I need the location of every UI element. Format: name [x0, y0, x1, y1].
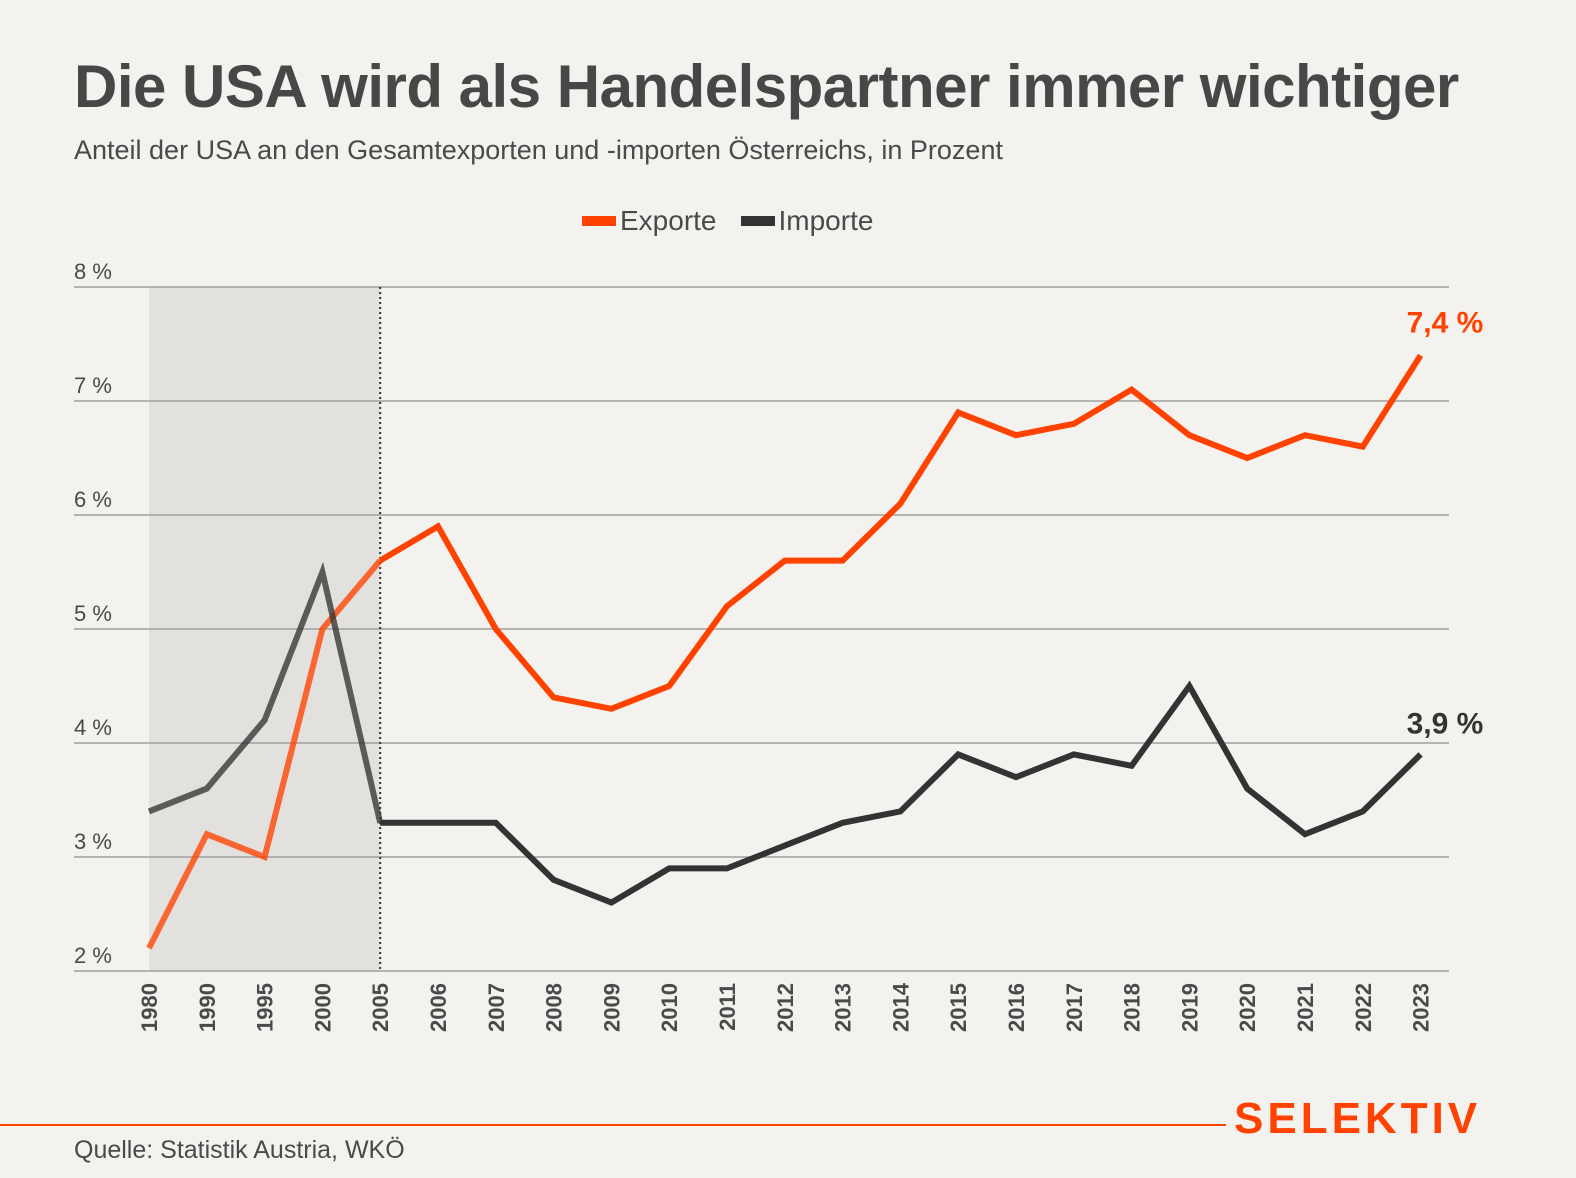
series-line-exports — [378, 353, 1424, 712]
x-tick-label: 2011 — [715, 983, 740, 1031]
brand-logo: SELEKTIV — [1234, 1094, 1482, 1143]
y-tick-label: 3 % — [74, 829, 112, 854]
source-note: Quelle: Statistik Austria, WKÖ — [74, 1136, 405, 1164]
x-tick-label: 2007 — [484, 983, 509, 1032]
x-tick-label: 2017 — [1062, 983, 1087, 1032]
end-label-imports: 3,9 % — [1407, 707, 1484, 740]
x-tick-label: 2013 — [831, 983, 856, 1032]
legend-swatch-exports — [582, 216, 616, 226]
x-tick-label: 1995 — [253, 983, 278, 1032]
y-tick-label: 5 % — [74, 601, 112, 626]
x-tick-label: 2022 — [1351, 983, 1376, 1032]
x-tick-label: 2018 — [1120, 983, 1145, 1032]
legend-swatch-imports — [740, 216, 775, 226]
x-tick-label: 2012 — [773, 983, 798, 1032]
y-tick-label: 8 % — [74, 259, 112, 284]
legend-label-imports: Importe — [778, 205, 874, 236]
chart-subtitle: Anteil der USA an den Gesamtexporten und… — [74, 135, 1003, 165]
x-tick-label: 1990 — [195, 983, 220, 1032]
x-tick-label: 2020 — [1235, 983, 1260, 1032]
chart-title: Die USA wird als Handelspartner immer wi… — [74, 53, 1459, 120]
x-tick-label: 2000 — [310, 983, 335, 1032]
x-tick-label: 2006 — [426, 983, 451, 1032]
legend-label-exports: Exporte — [620, 205, 717, 236]
series-line-imports — [380, 680, 1423, 906]
x-tick-label: 2005 — [368, 983, 393, 1032]
x-tick-label: 2021 — [1293, 983, 1318, 1032]
x-tick-label: 1980 — [137, 983, 162, 1032]
legend: Exporte Importe — [582, 205, 897, 237]
x-tick-label: 2016 — [1004, 983, 1029, 1032]
x-tick-label: 2019 — [1177, 983, 1202, 1032]
x-tick-label: 2008 — [542, 983, 567, 1032]
legend-item-exports: Exporte — [582, 205, 717, 237]
legend-item-imports: Importe — [740, 205, 874, 237]
x-tick-label: 2009 — [599, 983, 624, 1032]
x-tick-label: 2015 — [946, 983, 971, 1032]
footer-divider — [0, 1124, 1226, 1126]
y-tick-label: 7 % — [74, 373, 112, 398]
end-label-exports: 7,4 % — [1407, 306, 1484, 339]
y-tick-label: 4 % — [74, 715, 112, 740]
y-tick-label: 2 % — [74, 943, 112, 968]
x-tick-label: 2023 — [1409, 983, 1434, 1032]
x-tick-label: 2010 — [657, 983, 682, 1032]
y-tick-label: 6 % — [74, 487, 112, 512]
x-tick-label: 2014 — [888, 982, 913, 1032]
